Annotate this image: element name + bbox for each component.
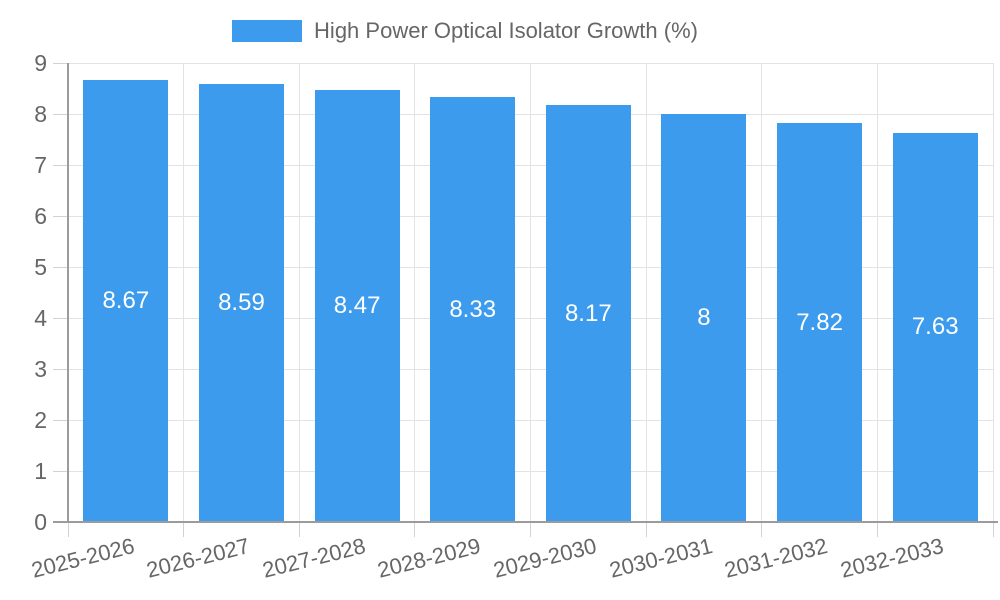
bar-2032-2033[interactable] [892,132,978,522]
y-axis-tick [53,215,68,217]
x-axis-tick-label: 2032-2033 [837,533,946,583]
y-axis-tick-label: 2 [34,407,47,433]
x-gridline [645,63,647,522]
x-axis-tick-label: 2028-2029 [375,533,484,583]
y-axis-tick-label: 9 [34,50,47,76]
bar-2028-2029[interactable] [430,97,516,522]
y-axis-tick-label: 7 [34,152,47,178]
y-axis-tick [53,164,68,166]
x-gridline [761,63,763,522]
bar-value-label: 7.63 [911,313,959,341]
bar-2025-2026[interactable] [83,79,169,522]
x-axis-tick-label: 2027-2028 [259,533,368,583]
x-axis-tick [992,522,994,537]
y-axis-tick [53,419,68,421]
y-axis-tick [53,368,68,370]
x-axis-tick-label: 2025-2026 [28,533,137,583]
bar-value-label: 8.17 [564,299,612,327]
x-axis-tick-label: 2029-2030 [490,533,600,583]
bar-value-label: 8.47 [333,292,381,319]
y-axis-tick-label: 5 [34,254,47,280]
x-gridline [414,63,416,522]
bar-2027-2028[interactable] [314,90,400,522]
bar-2026-2027[interactable] [198,83,284,522]
y-axis-tick-label: 6 [34,203,47,229]
x-axis-tick [761,522,763,537]
y-axis-tick [53,470,68,472]
bar-value-label: 7.82 [796,308,843,336]
x-gridline [992,63,994,522]
y-axis-tick-label: 0 [34,509,47,535]
bar-value-label: 8 [697,304,711,331]
y-axis-tick-label: 1 [34,458,47,484]
y-axis-tick [53,62,68,64]
bar-2031-2032[interactable] [777,123,863,522]
x-axis-tick [645,522,647,537]
x-axis-tick [414,522,416,537]
x-gridline [876,63,878,522]
chart-legend[interactable]: High Power Optical Isolator Growth (%) [0,18,930,44]
x-axis-tick [67,522,69,537]
bar-2029-2030[interactable] [545,105,631,522]
y-axis-line [67,63,69,522]
bar-value-label: 8.67 [102,286,150,314]
y-axis-tick-label: 8 [34,101,47,127]
x-axis-tick [298,522,300,537]
x-gridline [530,63,531,522]
x-axis-tick [183,522,185,537]
y-axis-tick-label: 3 [34,356,47,382]
y-axis-tick [53,113,68,115]
x-axis-tick-label: 2030-2031 [606,533,715,583]
bar-value-label: 8.33 [449,295,497,323]
bar-value-label: 8.59 [218,288,265,316]
x-axis-tick [876,522,878,537]
x-axis-tick-label: 2031-2032 [722,533,831,583]
y-axis-tick-label: 4 [34,305,47,331]
y-axis-tick [53,266,68,268]
x-axis-tick-label: 2026-2027 [144,533,253,583]
legend-swatch-icon [232,20,303,42]
x-axis-line [53,521,998,523]
x-axis-tick [530,522,531,537]
x-gridline [183,63,185,522]
bar-2030-2031[interactable] [661,114,747,522]
legend-label: High Power Optical Isolator Growth (%) [314,18,698,43]
y-axis-tick [53,317,68,319]
x-gridline [298,63,300,522]
